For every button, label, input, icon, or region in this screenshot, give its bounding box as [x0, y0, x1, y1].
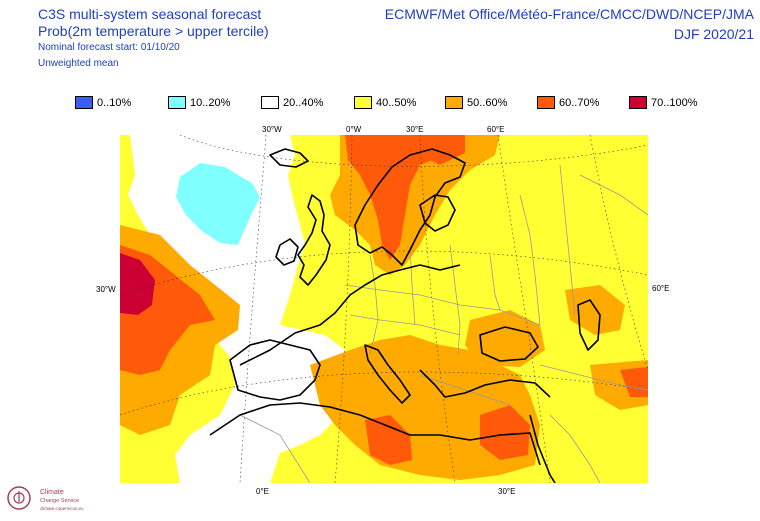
border-line: [559, 164, 576, 316]
coastlines: [209, 148, 601, 483]
legend-label: 60..70%: [559, 97, 600, 109]
lon-label-left-30w: 30°W: [96, 285, 116, 294]
coast-iberia: [229, 339, 321, 401]
border-line: [539, 364, 648, 391]
legend-swatch-0-10: [75, 96, 93, 109]
lon-label-top-0w: 0°W: [346, 125, 362, 134]
legend-swatch-60-70: [537, 96, 555, 109]
border-line: [344, 284, 541, 326]
region-70-100-west-atlantic: [120, 253, 155, 315]
region-60-70-scandinavia: [345, 135, 465, 260]
copernicus-logo: Climate Change Service climate.copernicu…: [7, 486, 84, 511]
coast-finland: [419, 194, 456, 232]
header-left: C3S multi-system seasonal forecast Prob(…: [38, 6, 269, 70]
region-60-70-mediterranean: [365, 415, 412, 465]
coast-black-sea: [479, 326, 539, 362]
logo-ring: [7, 486, 31, 510]
mean-type-text: Unweighted mean: [38, 58, 119, 69]
lon-label-bottom-0e: 0°E: [256, 487, 269, 496]
coast-north-africa: [209, 402, 541, 466]
legend-label: 20..40%: [283, 97, 324, 109]
map-subtitle: Prob(2m temperature > upper tercile): [38, 23, 269, 39]
coast-ireland: [275, 238, 299, 266]
legend-label: 40..50%: [376, 97, 417, 109]
region-60-70-east: [620, 367, 648, 397]
legend-label: 50..60%: [467, 97, 508, 109]
lon-label-bottom-30e: 30°E: [498, 487, 516, 496]
lon-label-right-60e: 60°E: [652, 284, 670, 293]
meridian-line: [334, 135, 353, 483]
lon-label-top-30w: 30°W: [262, 125, 282, 134]
region-60-70-levant: [480, 405, 530, 460]
border-line: [369, 254, 379, 356]
coast-levant: [529, 414, 556, 483]
border-line: [409, 244, 416, 326]
coast-scandinavia: [354, 148, 466, 266]
legend-label: 10..20%: [190, 97, 231, 109]
season-text: DJF 2020/21: [673, 26, 754, 42]
legend-swatch-20-40: [261, 96, 279, 109]
legend-swatch-50-60: [445, 96, 463, 109]
border-line: [419, 374, 511, 406]
centres-text: ECMWF/Met Office/Météo-France/CMCC/DWD/N…: [384, 6, 754, 22]
header-right: ECMWF/Met Office/Météo-France/CMCC/DWD/N…: [385, 6, 754, 43]
coast-iceland: [269, 148, 309, 168]
border-line: [239, 414, 311, 483]
logo-text-line3: climate.copernicus.eu: [40, 506, 84, 511]
legend-swatch-10-20: [168, 96, 186, 109]
lon-label-top-30e: 30°E: [406, 125, 424, 134]
legend-label: 70..100%: [651, 97, 698, 109]
lon-label-top-60e: 60°E: [487, 125, 505, 134]
border-line: [549, 414, 601, 483]
legend-swatch-40-50: [354, 96, 372, 109]
logo-text-line2: Change Service: [40, 498, 79, 504]
graticule: [120, 135, 648, 483]
region-10-20-atlantic: [176, 163, 260, 245]
coast-caspian: [577, 299, 601, 351]
coast-balkans-turkey: [419, 369, 551, 398]
country-borders: [239, 164, 648, 483]
region-50-60-black-sea: [465, 310, 545, 367]
forecast-start-text: Nominal forecast start: 01/10/20: [38, 42, 180, 53]
border-line: [489, 254, 501, 311]
meridian-line: [589, 135, 648, 371]
meridian-line: [497, 135, 551, 483]
legend-label: 0..10%: [97, 97, 132, 109]
meridian-line: [239, 135, 267, 483]
border-line: [519, 194, 541, 326]
border-line: [579, 174, 648, 216]
probability-map: [120, 135, 648, 483]
coast-great-britain: [297, 194, 331, 286]
region-20-40-north-atlantic: [128, 135, 305, 357]
map-title: C3S multi-system seasonal forecast: [38, 6, 262, 22]
region-20-40-iberia: [175, 325, 350, 483]
border-line: [449, 244, 461, 356]
coast-continental-europe: [239, 264, 461, 366]
border-line: [349, 314, 461, 336]
legend-swatch-70-100: [629, 96, 647, 109]
coast-italy: [364, 344, 411, 404]
logo-text-name: Climate: [40, 489, 64, 496]
map-fill-layer: [120, 135, 648, 483]
